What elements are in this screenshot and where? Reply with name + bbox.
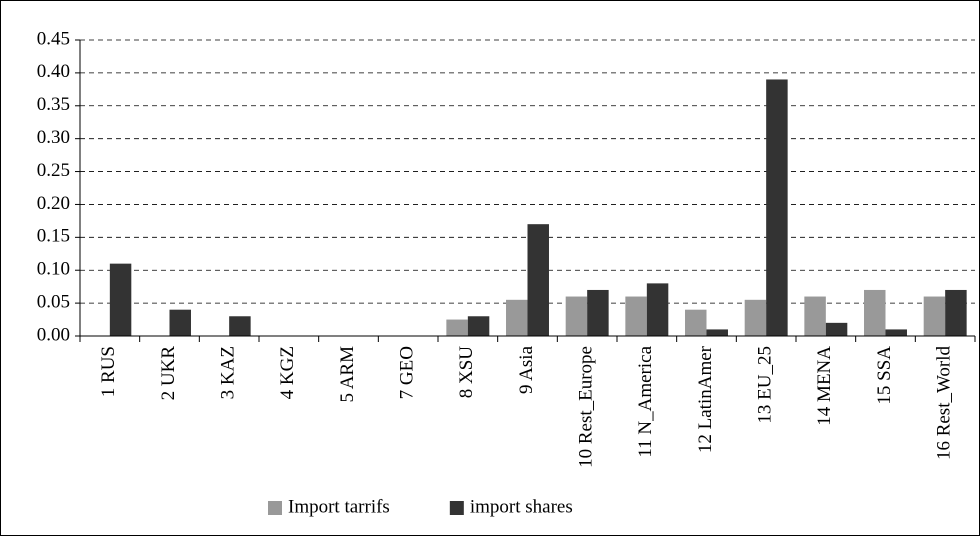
y-tick-label: 0.35	[37, 94, 70, 115]
x-tick-label: 2 UKR	[158, 346, 179, 401]
x-tick-label: 9 Asia	[516, 345, 537, 394]
x-tick-label: 12 LatinAmer	[695, 345, 716, 453]
y-tick-label: 0.40	[37, 61, 70, 82]
y-tick-label: 0.15	[37, 226, 70, 247]
bar	[446, 319, 468, 336]
bar	[706, 329, 728, 336]
bar	[825, 322, 848, 336]
x-tick-label: 11 N_America	[635, 345, 656, 457]
bar	[587, 289, 609, 336]
y-tick-label: 0.45	[37, 28, 70, 49]
y-tick-label: 0.30	[37, 127, 70, 148]
y-tick-label: 0.20	[37, 193, 70, 214]
bar	[467, 316, 490, 336]
x-tick-label: 3 KAZ	[218, 346, 239, 399]
x-tick-label: 10 Rest_Europe	[576, 346, 597, 468]
x-tick-label: 7 GEO	[397, 346, 418, 399]
x-tick-label: 8 XSU	[456, 346, 477, 399]
y-tick-label: 0.10	[37, 259, 70, 280]
x-tick-label: 15 SSA	[874, 346, 895, 405]
x-tick-label: 16 Rest_World	[934, 346, 955, 461]
bar	[945, 289, 967, 336]
x-tick-label: 4 KGZ	[277, 346, 298, 399]
legend-swatch	[268, 501, 282, 515]
bar	[229, 316, 251, 336]
x-tick-label: 13 EU_25	[755, 346, 776, 424]
x-tick-label: 14 MENA	[814, 346, 835, 426]
x-tick-label: 1 RUS	[98, 346, 119, 397]
legend-label: import shares	[470, 496, 573, 517]
bar	[625, 296, 647, 336]
bar	[565, 296, 588, 336]
bar	[864, 289, 886, 336]
y-tick-label: 0.25	[37, 160, 70, 181]
bar	[109, 263, 132, 336]
bar	[923, 296, 946, 336]
bar	[527, 224, 549, 336]
bar	[766, 79, 788, 336]
y-tick-label: 0.05	[37, 291, 70, 312]
bar	[804, 296, 826, 336]
bar	[646, 283, 669, 336]
legend-swatch	[449, 501, 464, 515]
bar	[169, 309, 191, 336]
bar	[885, 329, 907, 336]
bar	[506, 299, 528, 336]
bar	[744, 299, 767, 336]
legend-label: Import tarrifs	[288, 496, 390, 517]
x-tick-label: 5 ARM	[337, 346, 358, 403]
y-tick-label: 0.00	[37, 324, 70, 345]
bar	[685, 309, 707, 336]
